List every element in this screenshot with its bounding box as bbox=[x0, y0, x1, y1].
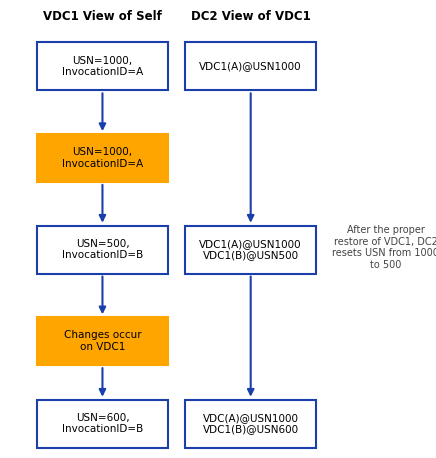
FancyBboxPatch shape bbox=[37, 134, 168, 182]
FancyBboxPatch shape bbox=[37, 43, 168, 91]
Text: VDC1(A)@USN1000: VDC1(A)@USN1000 bbox=[199, 61, 302, 71]
Text: USN=600,
InvocationID=B: USN=600, InvocationID=B bbox=[62, 413, 143, 435]
FancyBboxPatch shape bbox=[185, 399, 316, 448]
FancyBboxPatch shape bbox=[185, 225, 316, 274]
FancyBboxPatch shape bbox=[185, 43, 316, 91]
Text: USN=1000,
InvocationID=A: USN=1000, InvocationID=A bbox=[62, 147, 143, 169]
Text: VDC(A)@USN1000
VDC1(B)@USN600: VDC(A)@USN1000 VDC1(B)@USN600 bbox=[203, 413, 299, 435]
Text: VDC1(A)@USN1000
VDC1(B)@USN500: VDC1(A)@USN1000 VDC1(B)@USN500 bbox=[199, 239, 302, 261]
Text: VDC1 View of Self: VDC1 View of Self bbox=[43, 10, 162, 22]
FancyBboxPatch shape bbox=[37, 225, 168, 274]
Text: USN=500,
InvocationID=B: USN=500, InvocationID=B bbox=[62, 239, 143, 261]
Text: DC2 View of VDC1: DC2 View of VDC1 bbox=[191, 10, 310, 22]
Text: USN=1000,
InvocationID=A: USN=1000, InvocationID=A bbox=[62, 55, 143, 77]
FancyBboxPatch shape bbox=[37, 317, 168, 365]
Text: After the proper
restore of VDC1, DC2
resets USN from 1000
to 500: After the proper restore of VDC1, DC2 re… bbox=[332, 225, 436, 270]
Text: Changes occur
on VDC1: Changes occur on VDC1 bbox=[64, 330, 141, 352]
FancyBboxPatch shape bbox=[37, 399, 168, 448]
